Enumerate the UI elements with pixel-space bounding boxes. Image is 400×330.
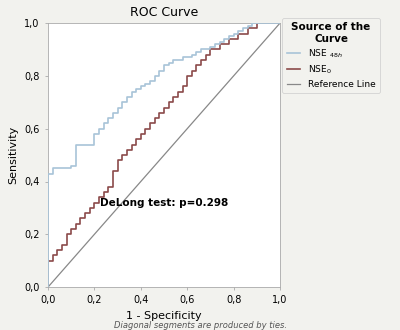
Legend: NSE $_{48h}$, NSE$_0$, Reference Line: NSE $_{48h}$, NSE$_0$, Reference Line — [282, 18, 380, 93]
Text: DeLong test: p=0.298: DeLong test: p=0.298 — [100, 198, 228, 208]
Title: ROC Curve: ROC Curve — [130, 6, 198, 19]
Y-axis label: Sensitivity: Sensitivity — [9, 126, 19, 184]
X-axis label: 1 - Specificity: 1 - Specificity — [126, 311, 202, 321]
Text: Diagonal segments are produced by ties.: Diagonal segments are produced by ties. — [114, 321, 286, 330]
